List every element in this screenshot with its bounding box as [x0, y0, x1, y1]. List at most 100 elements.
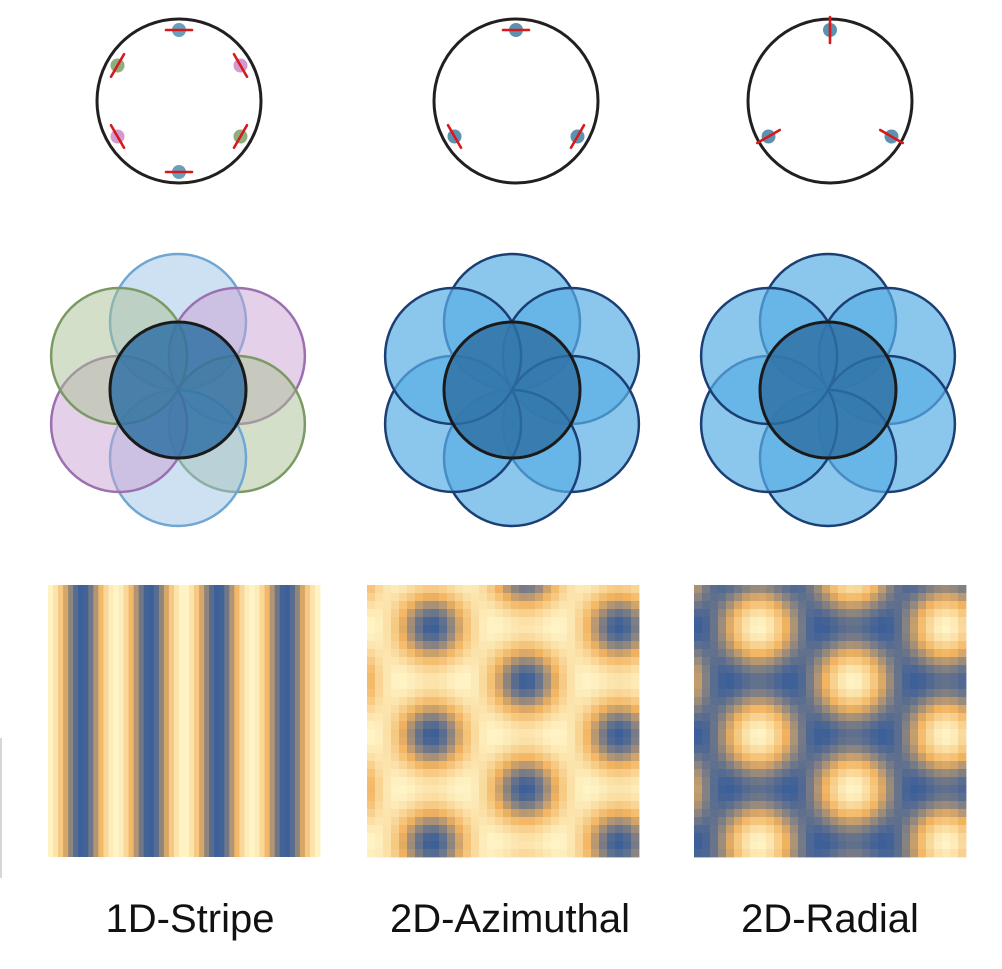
pattern-pixel	[702, 785, 711, 794]
pattern-pixel	[910, 593, 919, 602]
pattern-pixel	[471, 777, 480, 786]
pattern-pixel	[950, 833, 959, 842]
stripe-band	[199, 585, 205, 857]
pattern-pixel	[375, 825, 384, 834]
pattern-pixel	[750, 785, 759, 794]
pattern-pixel	[399, 737, 408, 746]
stripe-band	[113, 585, 119, 857]
pattern-pixel	[854, 801, 863, 810]
pattern-pixel	[798, 641, 807, 650]
pattern-pixel	[567, 817, 576, 826]
pattern-pixel	[511, 609, 520, 618]
pattern-pixel	[934, 697, 943, 706]
pattern-pixel	[495, 585, 504, 594]
pattern-pixel	[734, 681, 743, 690]
pattern-pixel	[766, 665, 775, 674]
pattern-pixel	[423, 649, 432, 658]
pattern-pixel	[718, 817, 727, 826]
orientation-bar	[109, 52, 126, 79]
pattern-pixel	[415, 585, 424, 594]
pattern-pixel	[838, 777, 847, 786]
pattern-pixel	[623, 785, 632, 794]
pattern-pixel	[479, 729, 488, 738]
pattern-pixel	[958, 729, 967, 738]
pattern-pixel	[623, 721, 632, 730]
pattern-pixel	[575, 713, 584, 722]
pattern-pixel	[806, 649, 815, 658]
pattern-pixel	[543, 593, 552, 602]
pattern-pixel	[894, 689, 903, 698]
pattern-pixel	[894, 593, 903, 602]
pattern-pixel	[918, 721, 927, 730]
pattern-pixel	[846, 625, 855, 634]
pattern-pixel	[910, 769, 919, 778]
pattern-pixel	[591, 617, 600, 626]
pattern-pixel	[830, 641, 839, 650]
pattern-pixel	[774, 825, 783, 834]
pattern-pixel	[527, 689, 536, 698]
pattern-pixel	[694, 849, 703, 858]
pattern-pixel	[726, 817, 735, 826]
pattern-pixel	[615, 825, 624, 834]
pattern-pixel	[918, 849, 927, 858]
stripe-band	[294, 585, 301, 857]
pattern-pixel	[878, 593, 887, 602]
pattern-pixel	[391, 713, 400, 722]
pattern-pixel	[846, 737, 855, 746]
pattern-pixel	[391, 673, 400, 682]
pattern-pixel	[790, 761, 799, 770]
pattern-pixel	[391, 825, 400, 834]
pattern-pixel	[599, 745, 608, 754]
pattern-pixel	[367, 681, 376, 690]
pattern-pixel	[702, 585, 711, 594]
pattern-pixel	[766, 849, 775, 858]
pattern-pixel	[431, 585, 440, 594]
pattern-pixel	[838, 745, 847, 754]
pattern-pixel	[399, 809, 408, 818]
pattern-pixel	[511, 593, 520, 602]
pattern-pixel	[615, 649, 624, 658]
pattern-pixel	[423, 585, 432, 594]
pattern-pixel	[838, 633, 847, 642]
pattern-pixel	[431, 641, 440, 650]
pattern-pixel	[854, 841, 863, 850]
pattern-pixel	[631, 769, 640, 778]
pattern-pixel	[926, 769, 935, 778]
pattern-pixel	[894, 585, 903, 594]
pattern-pixel	[694, 809, 703, 818]
pattern-pixel	[447, 833, 456, 842]
stripe-band	[163, 585, 170, 857]
pattern-pixel	[583, 761, 592, 770]
pattern-pixel	[710, 601, 719, 610]
pattern-pixel	[575, 777, 584, 786]
pattern-pixel	[950, 705, 959, 714]
pattern-pixel	[774, 729, 783, 738]
pattern-pixel	[862, 801, 871, 810]
pattern-pixel	[734, 793, 743, 802]
pattern-pixel	[718, 689, 727, 698]
pattern-pixel	[694, 801, 703, 810]
pattern-pixel	[535, 761, 544, 770]
pattern-pixel	[623, 801, 632, 810]
pattern-pixel	[535, 601, 544, 610]
pattern-pixel	[886, 649, 895, 658]
pattern-pixel	[758, 657, 767, 666]
pattern-pixel	[447, 729, 456, 738]
pattern-pixel	[750, 649, 759, 658]
pattern-pixel	[934, 585, 943, 594]
pattern-pixel	[774, 649, 783, 658]
pattern-pixel	[399, 585, 408, 594]
pattern-pixel	[423, 825, 432, 834]
pattern-pixel	[623, 833, 632, 842]
pattern-pixel	[431, 617, 440, 626]
pattern-pixel	[886, 593, 895, 602]
pattern-pixel	[710, 681, 719, 690]
pattern-pixel	[463, 649, 472, 658]
pattern-pixel	[487, 713, 496, 722]
pattern-pixel	[455, 633, 464, 642]
pattern-pixel	[870, 657, 879, 666]
pattern-pixel	[934, 689, 943, 698]
pattern-pixel	[407, 745, 416, 754]
pattern-pixel	[734, 785, 743, 794]
pattern-pixel	[814, 585, 823, 594]
